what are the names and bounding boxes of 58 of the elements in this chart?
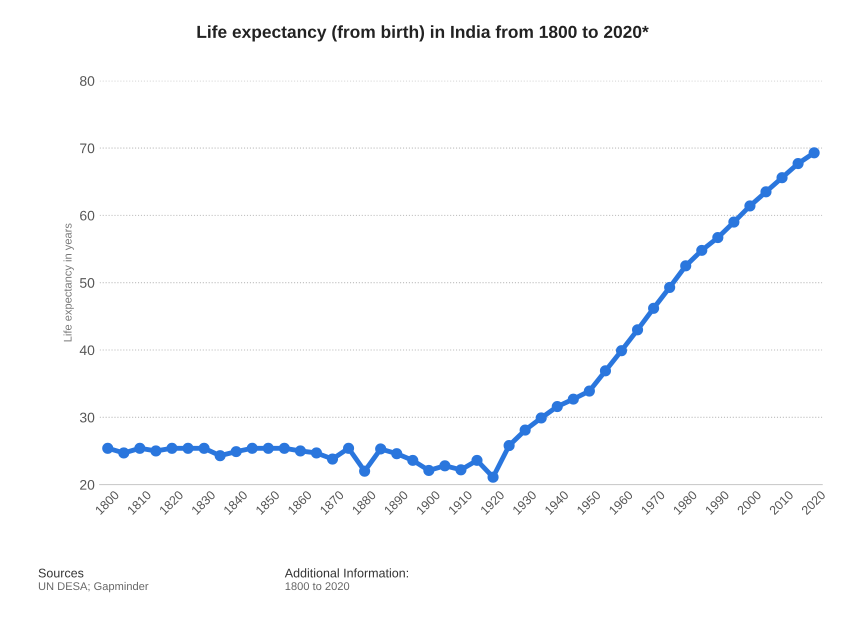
point <box>744 200 756 212</box>
y-axis-title: Life expectancy in years <box>63 223 74 342</box>
point <box>294 445 306 457</box>
point <box>632 324 644 336</box>
y-tick-label: 80 <box>80 76 94 86</box>
point <box>648 302 660 314</box>
point <box>182 442 194 454</box>
point <box>760 186 772 198</box>
point <box>262 442 274 454</box>
point <box>680 260 692 272</box>
point <box>375 443 386 454</box>
point <box>439 460 450 472</box>
point <box>568 394 579 405</box>
y-tick-label: 60 <box>80 210 94 221</box>
point <box>391 448 402 460</box>
point <box>343 442 354 454</box>
point <box>134 442 146 454</box>
point <box>696 244 708 256</box>
y-tick-label: 30 <box>80 412 94 422</box>
point <box>616 345 628 356</box>
point <box>246 442 258 454</box>
text: Additional Information: <box>284 568 408 578</box>
point <box>118 447 130 459</box>
point <box>520 424 531 436</box>
y-tick-label: 40 <box>80 345 94 356</box>
text: 1800 to 2020 <box>286 582 350 590</box>
point <box>536 412 547 424</box>
point <box>150 445 162 457</box>
point <box>504 440 515 452</box>
point <box>102 442 114 454</box>
point <box>326 453 338 465</box>
point <box>792 158 804 170</box>
point <box>808 147 820 158</box>
point <box>712 232 724 244</box>
text: UN DESA; Gapminder <box>38 582 148 592</box>
point <box>310 447 322 459</box>
point <box>198 442 210 454</box>
point <box>455 464 467 476</box>
point <box>728 216 740 228</box>
point <box>776 172 788 184</box>
point <box>166 442 178 454</box>
point <box>584 385 595 397</box>
point <box>664 282 676 293</box>
y-tick-label: 20 <box>80 480 94 490</box>
point <box>600 365 611 376</box>
point <box>488 472 499 483</box>
y-tick-label: 70 <box>80 143 94 154</box>
point <box>214 450 226 462</box>
text: Sources <box>38 568 84 578</box>
point <box>230 446 242 458</box>
point <box>359 466 370 477</box>
point <box>407 454 418 466</box>
point <box>471 454 483 466</box>
point <box>423 464 434 476</box>
chart-title: Life expectancy (from birth) in India from 1800 to 2020* <box>197 25 649 42</box>
y-tick-label: 50 <box>80 278 94 288</box>
point <box>278 442 290 454</box>
point <box>552 400 563 412</box>
